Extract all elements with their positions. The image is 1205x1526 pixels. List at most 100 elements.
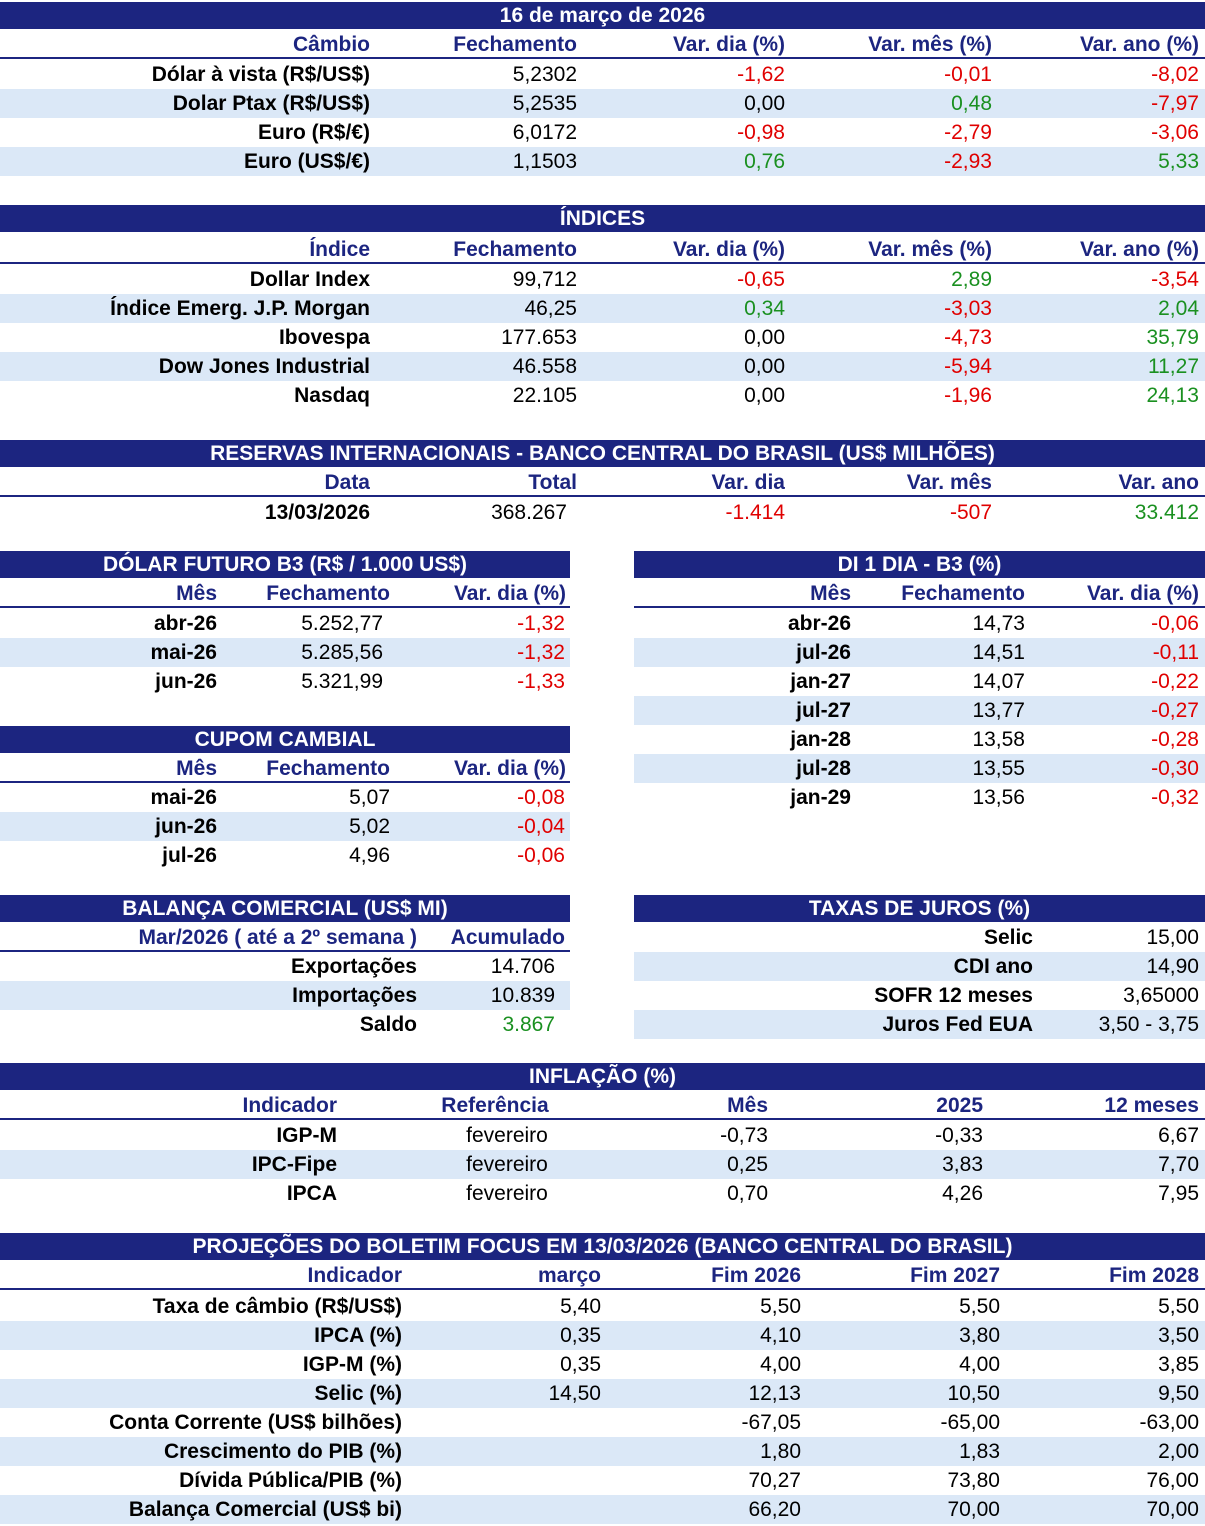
row-label: Dólar à vista (R$/US$) (151, 63, 370, 86)
cupom-row-3: jul-26 4,96 -0,06 (0, 841, 570, 870)
cell-var-ano: -8,02 (1151, 63, 1199, 86)
header-12-meses: 12 meses (1104, 1094, 1199, 1117)
cell-fim-2028: 3,50 (1158, 1324, 1199, 1347)
focus-row-igpm: IGP-M (%) 0,35 4,00 4,00 3,85 (0, 1350, 1205, 1379)
di-row-4: jul-27 13,77 -0,27 (634, 696, 1205, 725)
reservas-title: RESERVAS INTERNACIONAIS - BANCO CENTRAL … (210, 442, 995, 465)
cupom-title-bar: CUPOM CAMBIAL (0, 726, 570, 753)
header-mes: Mês (810, 582, 851, 605)
row-label: Euro (R$/€) (257, 121, 370, 144)
cell-var-dia: -1,32 (517, 612, 565, 635)
cell-var-mes: 2,89 (951, 268, 992, 291)
cell-fim-2026: 5,50 (760, 1295, 801, 1318)
header-var-dia: Var. dia (%) (453, 582, 566, 605)
header-fechamento: Fechamento (266, 582, 390, 605)
row-label: Dolar Ptax (R$/US$) (172, 92, 370, 115)
header-var-dia: Var. dia (711, 471, 785, 494)
row-label: Crescimento do PIB (%) (163, 1440, 402, 1463)
cell-fim-2027: 10,50 (947, 1382, 1000, 1405)
cell-var-dia: 0,00 (744, 92, 785, 115)
di-row-7: jan-29 13,56 -0,32 (634, 783, 1205, 812)
indices-row-emerg: Índice Emerg. J.P. Morgan 46,25 0,34 -3,… (0, 294, 1205, 323)
header-var-dia: Var. dia (%) (453, 757, 566, 780)
balanca-row-saldo: Saldo 3.867 (0, 1010, 570, 1039)
dolar-futuro-title: DÓLAR FUTURO B3 (R$ / 1.000 US$) (102, 553, 468, 576)
juros-title-bar: TAXAS DE JUROS (%) (634, 895, 1205, 922)
header-periodo: Mar/2026 ( até a 2º semana ) (138, 926, 418, 949)
cell-12-meses: 7,95 (1158, 1182, 1199, 1205)
cambio-header-row: Câmbio Fechamento Var. dia (%) Var. mês … (0, 30, 1205, 59)
cell-fechamento: 14,07 (972, 670, 1025, 693)
cell-mes: -0,73 (720, 1124, 768, 1147)
cupom-header-row: Mês Fechamento Var. dia (%) (0, 754, 570, 783)
cell-var-dia: -1,33 (517, 670, 565, 693)
cell-fim-2028: 76,00 (1146, 1469, 1199, 1492)
di-row-3: jan-27 14,07 -0,22 (634, 667, 1205, 696)
juros-row-fed: Juros Fed EUA 3,50 - 3,75 (634, 1010, 1205, 1039)
balanca-title: BALANÇA COMERCIAL (US$ MI) (122, 897, 448, 920)
indices-header-row: Índice Fechamento Var. dia (%) Var. mês … (0, 235, 1205, 264)
row-label: CDI ano (953, 955, 1033, 978)
row-label: abr-26 (787, 612, 851, 635)
inflacao-title: INFLAÇÃO (%) (529, 1065, 676, 1088)
row-label: IPCA (286, 1182, 337, 1205)
cell-fechamento: 5.321,99 (301, 670, 383, 693)
indices-row-ibovespa: Ibovespa 177.653 0,00 -4,73 35,79 (0, 323, 1205, 352)
cell-var-dia: -0,98 (737, 121, 785, 144)
cell-var-mes: -5,94 (944, 355, 992, 378)
cell-12-meses: 7,70 (1158, 1153, 1199, 1176)
cell-marco: 0,35 (560, 1324, 601, 1347)
row-label: jan-29 (790, 786, 851, 809)
cell-fim-2028: 70,00 (1146, 1498, 1199, 1521)
row-label: Saldo (359, 1013, 417, 1036)
row-label: IGP-M (276, 1124, 337, 1147)
row-label: jul-27 (796, 699, 851, 722)
row-label: IGP-M (%) (302, 1353, 402, 1376)
date-title: 16 de março de 2026 (499, 4, 706, 27)
cell-var-dia: -0,08 (517, 786, 565, 809)
cell-marco (402, 1437, 601, 1466)
cell-var-mes: -4,73 (944, 326, 992, 349)
header-2025: 2025 (936, 1094, 983, 1117)
focus-row-balanca: Balança Comercial (US$ bi) 66,20 70,00 7… (0, 1495, 1205, 1524)
cell-referencia: fevereiro (466, 1124, 548, 1147)
balanca-row-exportacoes: Exportações 14.706 (0, 952, 570, 981)
focus-row-ipca: IPCA (%) 0,35 4,10 3,80 3,50 (0, 1321, 1205, 1350)
dolar-futuro-header-row: Mês Fechamento Var. dia (%) (0, 579, 570, 608)
inflacao-row-ipca: IPCA fevereiro 0,70 4,26 7,95 (0, 1179, 1205, 1208)
cell-fechamento: 5,2302 (512, 63, 577, 86)
cell-fim-2027: 3,80 (959, 1324, 1000, 1347)
cell-fechamento: 13,56 (972, 786, 1025, 809)
cell-fim-2028: 9,50 (1158, 1382, 1199, 1405)
cell-fechamento: 22.105 (512, 384, 577, 407)
row-label: Euro (US$/€) (243, 150, 370, 173)
cupom-row-2: jun-26 5,02 -0,04 (0, 812, 570, 841)
cell-2025: 4,26 (942, 1182, 983, 1205)
header-var-mes: Var. mês (906, 471, 992, 494)
cell-acumulado: 14.706 (490, 955, 555, 978)
juros-row-cdi: CDI ano 14,90 (634, 952, 1205, 981)
cell-fim-2026: 4,00 (760, 1353, 801, 1376)
cell-var-dia: -1,62 (737, 63, 785, 86)
balanca-row-importacoes: Importações 10.839 (0, 981, 570, 1010)
cell-var-mes: -2,93 (944, 150, 992, 173)
row-label: Ibovespa (278, 326, 370, 349)
row-label: mai-26 (150, 786, 217, 809)
balanca-header-row: Mar/2026 ( até a 2º semana ) Acumulado (0, 923, 570, 952)
row-label: Dow Jones Industrial (158, 355, 370, 378)
cell-var-dia: -0,27 (1151, 699, 1199, 722)
cell-var-dia: 0,76 (744, 150, 785, 173)
balanca-title-bar: BALANÇA COMERCIAL (US$ MI) (0, 895, 570, 922)
juros-row-sofr: SOFR 12 meses 3,65000 (634, 981, 1205, 1010)
cambio-row-ptax: Dolar Ptax (R$/US$) 5,2535 0,00 0,48 -7,… (0, 89, 1205, 118)
cell-var-ano: -3,54 (1151, 268, 1199, 291)
focus-header-row: Indicador março Fim 2026 Fim 2027 Fim 20… (0, 1261, 1205, 1290)
row-label: Exportações (290, 955, 417, 978)
cell-fechamento: 5.252,77 (301, 612, 383, 635)
indices-title: ÍNDICES (559, 207, 646, 230)
header-mes: Mês (727, 1094, 768, 1117)
cell-mes: 0,25 (727, 1153, 768, 1176)
cell-fechamento: 99,712 (512, 268, 577, 291)
cell-valor: 3,65000 (1123, 984, 1199, 1007)
reservas-header-row: Data Total Var. dia Var. mês Var. ano (0, 468, 1205, 497)
